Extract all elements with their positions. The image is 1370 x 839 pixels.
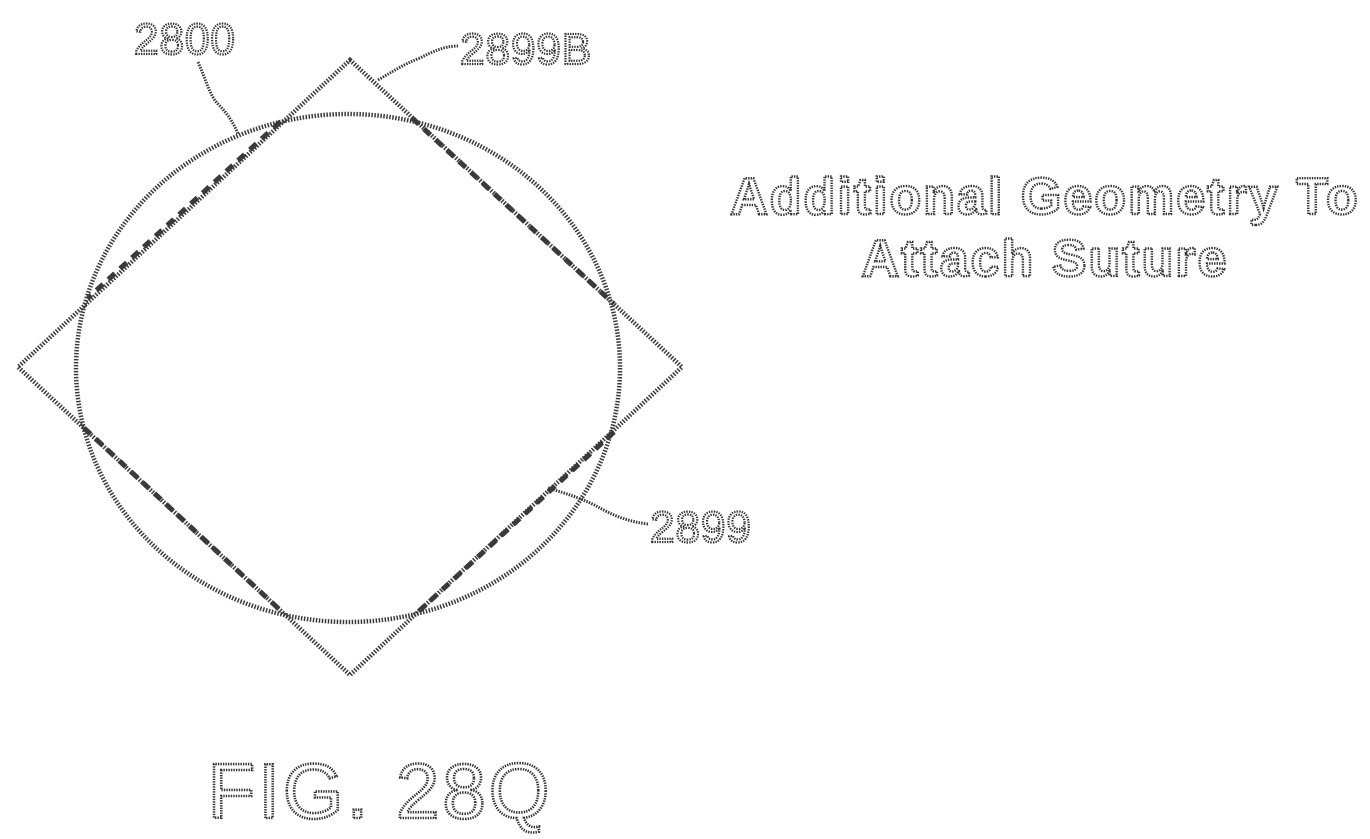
leader-line-2899B	[378, 46, 458, 80]
annotation-line-1: Additional Geometry To	[730, 168, 1360, 226]
hidden-line-lower-right	[418, 432, 614, 612]
figure-caption: FIG. 28Q	[208, 747, 553, 835]
leader-line-2800	[198, 62, 238, 134]
reference-label-2800: 2800	[134, 15, 236, 64]
hidden-line-upper-left	[88, 122, 280, 298]
reference-label-2899: 2899	[650, 503, 752, 552]
hidden-line-lower-left	[84, 428, 280, 610]
circle-outline	[76, 114, 620, 622]
annotation-line-2: Attach Suture	[862, 230, 1229, 288]
leader-line-2899	[548, 488, 648, 524]
diamond-outline	[18, 60, 682, 675]
reference-label-2899B: 2899B	[460, 25, 592, 74]
